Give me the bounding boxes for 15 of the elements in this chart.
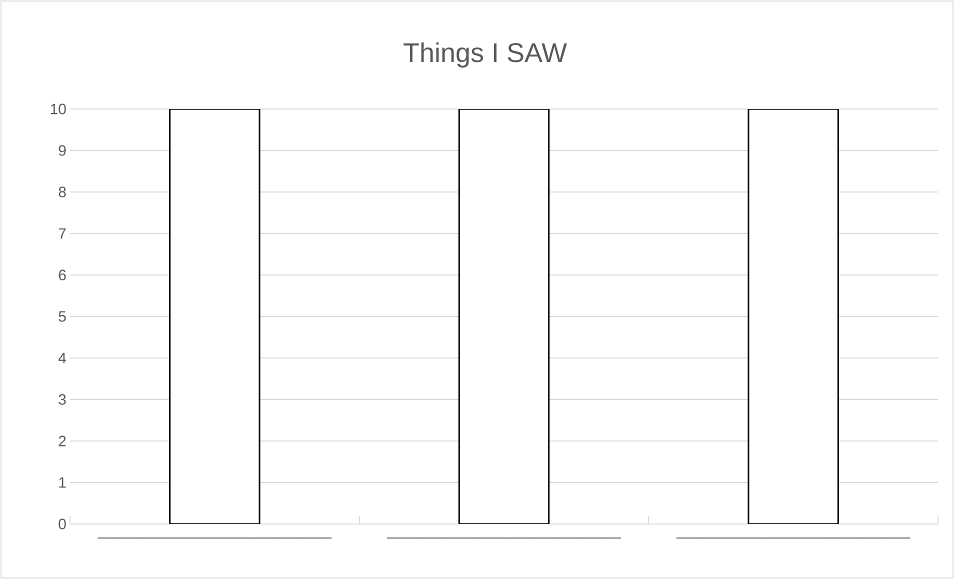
y-tick-label: 10 <box>50 104 66 114</box>
x-tick-label: ____________________________ <box>98 538 332 539</box>
y-tick-label: 0 <box>58 518 66 530</box>
y-tick-label: 5 <box>58 311 66 322</box>
y-tick-label: 4 <box>58 352 66 364</box>
y-tick-label: 9 <box>58 145 66 156</box>
y-tick-label: 3 <box>58 394 66 405</box>
y-tick-label: 8 <box>58 186 66 198</box>
y-tick-label: 2 <box>58 436 66 446</box>
y-tick-label: 7 <box>58 228 66 239</box>
y-tick-label: 6 <box>58 270 66 280</box>
chart-title: Things I SAW <box>404 42 567 68</box>
x-tick-label: ____________________________ <box>386 538 621 539</box>
y-tick-label: 1 <box>59 477 66 488</box>
x-tick-label: ____________________________ <box>676 538 910 539</box>
